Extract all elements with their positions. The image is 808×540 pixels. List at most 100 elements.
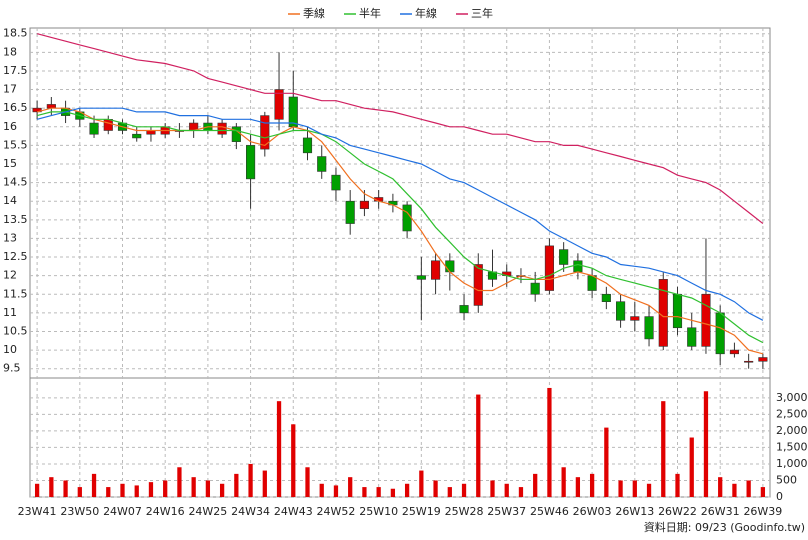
volume-bar bbox=[177, 467, 182, 497]
y-tick-label: 18.5 bbox=[3, 27, 28, 40]
candle-body bbox=[231, 126, 241, 142]
y-tick-label: 10 bbox=[3, 343, 17, 356]
candle-body bbox=[616, 301, 626, 321]
candle-body bbox=[89, 122, 99, 135]
x-tick-label: 24W34 bbox=[231, 505, 270, 518]
y-tick-label: 14 bbox=[3, 194, 17, 207]
x-tick-label: 25W28 bbox=[445, 505, 484, 518]
volume-bar bbox=[490, 480, 495, 497]
volume-bar bbox=[504, 483, 509, 497]
candle-body bbox=[573, 260, 583, 273]
volume-bar bbox=[234, 473, 239, 497]
x-tick-label: 24W43 bbox=[274, 505, 313, 518]
candle-body bbox=[317, 156, 327, 172]
volume-bar bbox=[276, 401, 282, 497]
x-tick-label: 26W13 bbox=[615, 505, 654, 518]
candle-body bbox=[246, 145, 256, 180]
candle-body bbox=[402, 204, 412, 232]
legend-label: 年線 bbox=[415, 6, 437, 20]
volume-bar bbox=[419, 470, 424, 497]
x-tick-label: 24W52 bbox=[317, 505, 356, 518]
y-tick-label: 15 bbox=[3, 157, 17, 170]
x-tick-label: 26W03 bbox=[573, 505, 612, 518]
candle-body bbox=[559, 249, 569, 265]
volume-bar bbox=[689, 437, 694, 497]
volume-bar bbox=[646, 483, 652, 497]
candle-body bbox=[359, 200, 369, 209]
candle-body bbox=[544, 245, 554, 291]
volume-bar bbox=[63, 480, 68, 497]
legend-label: 三年 bbox=[471, 6, 493, 20]
volume-bar bbox=[547, 387, 552, 497]
volume-bar bbox=[604, 427, 609, 497]
candle-body bbox=[103, 119, 113, 131]
volume-bar bbox=[148, 482, 154, 497]
volume-bar bbox=[262, 470, 267, 497]
x-tick-label: 25W46 bbox=[530, 505, 569, 518]
ma-line bbox=[36, 107, 764, 355]
candle-body bbox=[744, 360, 754, 363]
y-tick-label: 10.5 bbox=[3, 324, 28, 337]
x-tick-label: 26W39 bbox=[743, 505, 782, 518]
volume-bar bbox=[333, 485, 339, 497]
volume-bar bbox=[120, 483, 125, 497]
volume-bar bbox=[760, 487, 766, 497]
y-tick-label: 12 bbox=[3, 269, 17, 282]
y-tick-label: 9.5 bbox=[3, 362, 21, 375]
y2-tick-label: 1,500 bbox=[776, 440, 808, 453]
candle-body bbox=[758, 357, 768, 362]
legend-label: 季線 bbox=[303, 6, 325, 20]
x-tick-label: 23W41 bbox=[18, 505, 57, 518]
volume-bar bbox=[675, 473, 680, 497]
plot-frame bbox=[29, 27, 771, 498]
volume-bar bbox=[91, 473, 97, 497]
legend-label: 半年 bbox=[359, 6, 381, 20]
volume-bar bbox=[533, 473, 538, 497]
candle-body bbox=[331, 174, 341, 191]
volume-bar bbox=[305, 467, 310, 497]
volume-bar bbox=[732, 483, 737, 497]
volume-bar bbox=[219, 483, 225, 497]
volume-bar bbox=[205, 480, 211, 497]
y-tick-label: 15.5 bbox=[3, 138, 28, 151]
candle-body bbox=[630, 316, 640, 321]
volume-bar bbox=[106, 487, 111, 497]
y2-tick-label: 3,000 bbox=[776, 391, 808, 404]
y-tick-label: 11 bbox=[3, 306, 17, 319]
volume-bar bbox=[291, 424, 296, 497]
volume-bar bbox=[661, 401, 666, 497]
volume-bar bbox=[632, 480, 637, 497]
volume-bar bbox=[163, 480, 168, 497]
candle-body bbox=[715, 312, 725, 355]
y-tick-label: 17 bbox=[3, 83, 17, 96]
x-tick-label: 25W19 bbox=[402, 505, 441, 518]
x-tick-label: 25W37 bbox=[487, 505, 526, 518]
ma-line bbox=[36, 111, 764, 344]
x-tick-label: 25W10 bbox=[359, 505, 398, 518]
volume-bar bbox=[718, 477, 723, 497]
volume-bar bbox=[433, 480, 438, 497]
candle-body bbox=[302, 137, 313, 154]
volume-bar bbox=[348, 477, 353, 497]
volume-bar bbox=[77, 487, 82, 497]
candle-body bbox=[445, 260, 455, 273]
volume-bar bbox=[575, 477, 581, 497]
candle-body bbox=[701, 293, 711, 347]
candle-body bbox=[530, 282, 540, 295]
ma-line bbox=[36, 107, 764, 321]
volume-bar bbox=[589, 473, 595, 497]
ma-line bbox=[36, 33, 764, 224]
y-tick-label: 18 bbox=[3, 45, 17, 58]
candle-body bbox=[431, 260, 441, 280]
volume-bar bbox=[319, 483, 324, 497]
volume-bar bbox=[618, 480, 623, 497]
volume-bar bbox=[476, 394, 481, 497]
x-tick-label: 24W25 bbox=[188, 505, 227, 518]
volume-bar bbox=[447, 487, 452, 497]
volume-bar bbox=[134, 485, 139, 497]
volume-bar bbox=[191, 477, 196, 497]
volume-bar bbox=[362, 487, 367, 497]
volume-bar bbox=[703, 391, 709, 497]
volume-bar bbox=[34, 483, 40, 497]
